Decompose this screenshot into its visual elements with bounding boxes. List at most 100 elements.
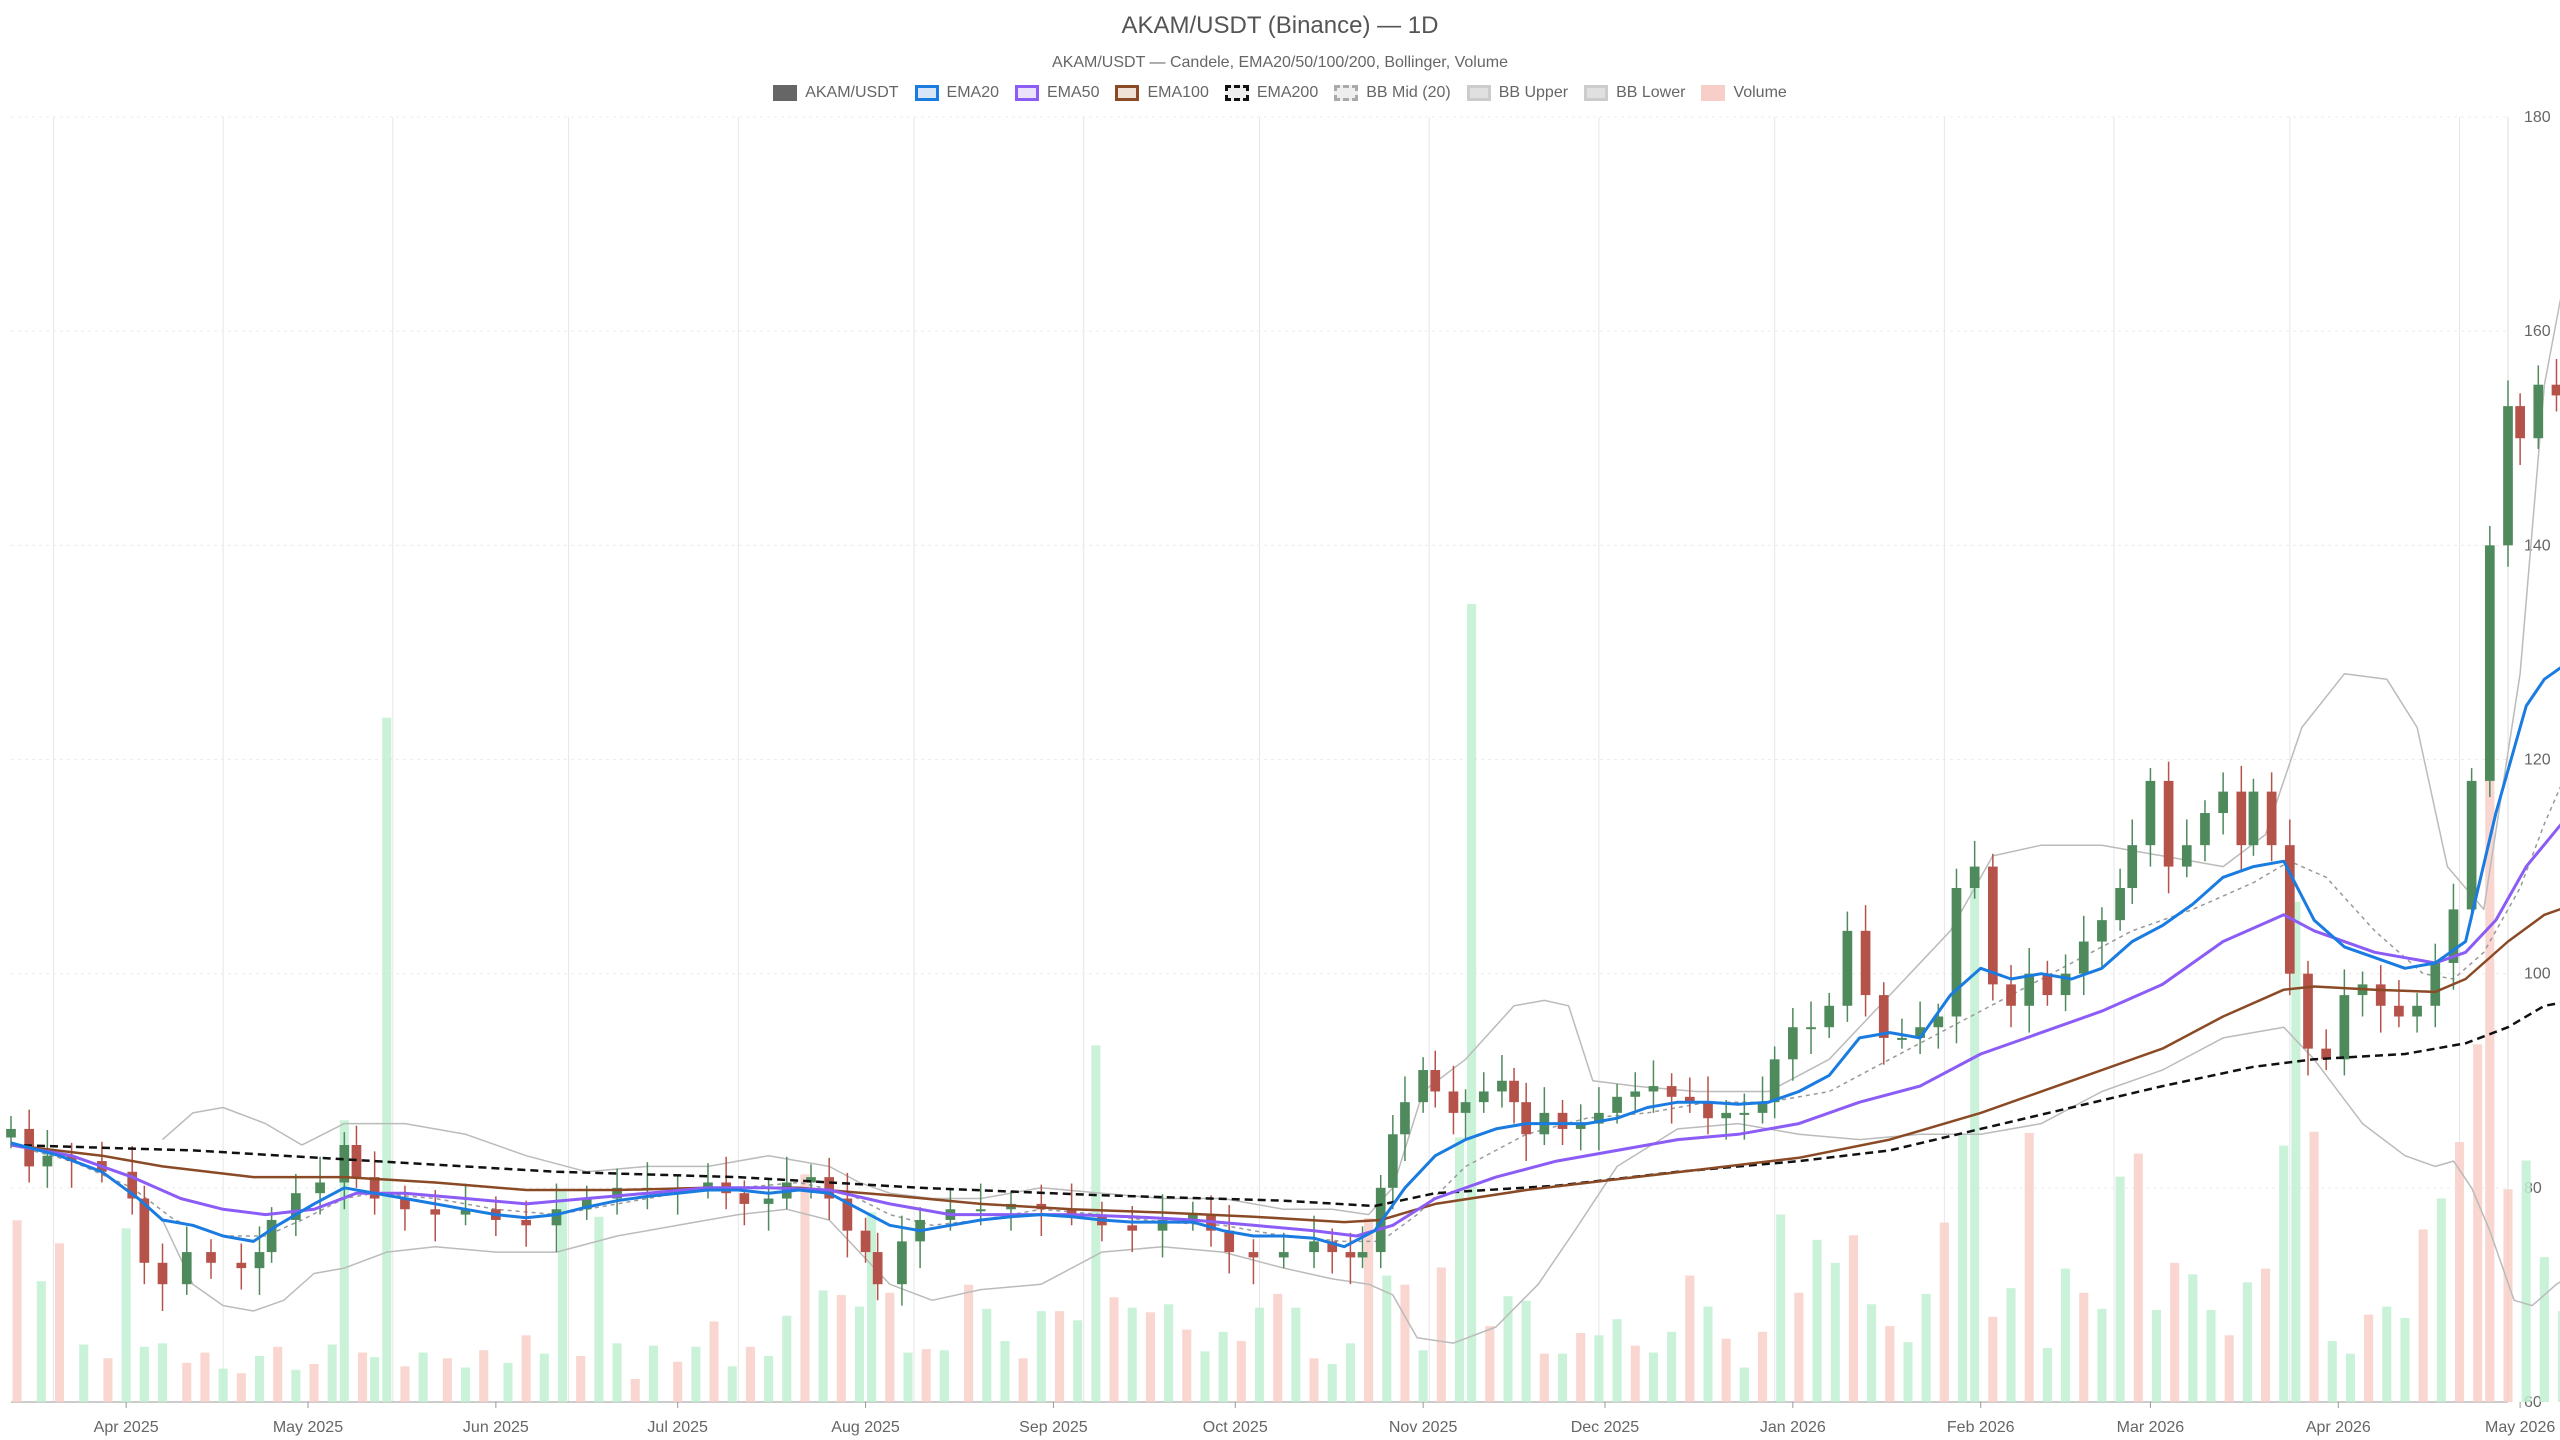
candle-body bbox=[2284, 845, 2295, 974]
candle-body bbox=[42, 1155, 53, 1167]
candle-body bbox=[2163, 780, 2174, 867]
candle-body bbox=[2551, 384, 2560, 396]
candle-body bbox=[703, 1182, 713, 1188]
legend-swatch bbox=[1701, 85, 1726, 101]
volume-bar bbox=[691, 1346, 701, 1402]
candle-body bbox=[206, 1252, 216, 1263]
candle-body bbox=[2412, 1005, 2422, 1017]
candle-body bbox=[1806, 1027, 1816, 1030]
x-tick-label: Nov 2025 bbox=[1389, 1419, 1458, 1436]
candle-body bbox=[872, 1252, 883, 1285]
x-tick-label: Dec 2025 bbox=[1571, 1419, 1640, 1436]
candle-body bbox=[291, 1193, 301, 1220]
volume-bar bbox=[400, 1366, 410, 1402]
volume-bar bbox=[1182, 1329, 1192, 1402]
volume-bar bbox=[854, 1306, 865, 1402]
candle-body bbox=[1757, 1102, 1768, 1113]
candle-body bbox=[1327, 1241, 1338, 1253]
volume-bar bbox=[339, 1120, 349, 1402]
volume-bar bbox=[36, 1281, 46, 1402]
candle-body bbox=[2115, 888, 2125, 921]
volume-bar bbox=[2170, 1262, 2180, 1402]
candle-body bbox=[1509, 1080, 1519, 1103]
candle-body bbox=[1187, 1214, 1198, 1220]
x-tick-label: May 2025 bbox=[273, 1419, 343, 1436]
volume-bar bbox=[54, 1243, 65, 1402]
legend-swatch bbox=[773, 85, 798, 101]
legend-item-7[interactable]: BB Lower bbox=[1584, 84, 1685, 102]
volume-bar bbox=[2024, 1132, 2034, 1402]
legend-item-4[interactable]: EMA200 bbox=[1224, 84, 1318, 102]
candle-body bbox=[2266, 791, 2277, 846]
candle-body bbox=[1400, 1102, 1410, 1135]
candle-body bbox=[1387, 1134, 1398, 1188]
volume-bar bbox=[1400, 1284, 1410, 1402]
volume-bar bbox=[1436, 1267, 1446, 1402]
volume-bar bbox=[1776, 1214, 1786, 1402]
volume-bar bbox=[479, 1350, 489, 1402]
volume-bar bbox=[2382, 1306, 2392, 1402]
candle-body bbox=[430, 1209, 441, 1215]
volume-bar bbox=[727, 1366, 737, 1402]
ema100-line bbox=[10, 907, 2560, 1224]
x-tick-label: Mar 2026 bbox=[2117, 1419, 2185, 1436]
volume-bar bbox=[1109, 1297, 1119, 1402]
volume-bar bbox=[557, 1189, 568, 1402]
legend-label: EMA100 bbox=[1147, 84, 1209, 101]
chart-legend[interactable]: AKAM/USDT EMA20 EMA50 EMA100 EMA200 BB Mid (2… bbox=[0, 84, 2560, 102]
candle-body bbox=[551, 1209, 562, 1226]
volume-bar bbox=[2400, 1318, 2410, 1402]
candle-body bbox=[1721, 1112, 1732, 1119]
legend-label: EMA20 bbox=[946, 84, 999, 101]
volume-bar bbox=[1576, 1333, 1586, 1402]
volume-bar bbox=[2079, 1292, 2089, 1402]
candle-body bbox=[1987, 866, 1998, 985]
candle-body bbox=[1357, 1252, 1368, 1258]
legend-item-8[interactable]: Volume bbox=[1701, 84, 1787, 102]
candle-body bbox=[1309, 1241, 1319, 1253]
volume-bar bbox=[939, 1350, 949, 1402]
legend-item-6[interactable]: BB Upper bbox=[1466, 84, 1568, 102]
candle-body bbox=[1897, 1037, 1907, 1040]
candle-body bbox=[2303, 973, 2313, 1049]
volume-bar bbox=[1382, 1275, 1392, 1402]
legend-swatch bbox=[914, 85, 939, 101]
legend-item-5[interactable]: BB Mid (20) bbox=[1334, 84, 1451, 102]
volume-bar bbox=[1000, 1341, 1010, 1402]
candle-body bbox=[1969, 866, 1980, 888]
legend-item-0[interactable]: AKAM/USDT bbox=[773, 84, 899, 102]
legend-label: EMA50 bbox=[1047, 84, 1100, 101]
volume-bar bbox=[1648, 1352, 1658, 1402]
legend-item-1[interactable]: EMA20 bbox=[914, 84, 999, 102]
volume-bar bbox=[1327, 1364, 1337, 1402]
ema20-line bbox=[10, 666, 2560, 1249]
candle-body bbox=[1842, 930, 1853, 1006]
y-tick-label: 100 bbox=[2524, 966, 2551, 983]
candle-body bbox=[1684, 1096, 1695, 1103]
volume-bar bbox=[218, 1368, 228, 1402]
volume-bar bbox=[2061, 1268, 2071, 1402]
volume-bar bbox=[1503, 1296, 1513, 1402]
legend-item-3[interactable]: EMA100 bbox=[1115, 84, 1209, 102]
bb-lower-line bbox=[161, 1026, 2560, 1344]
candle-body bbox=[581, 1198, 592, 1210]
candle-body bbox=[1630, 1091, 1641, 1097]
candle-body bbox=[2024, 973, 2035, 1006]
legend-label: BB Lower bbox=[1616, 84, 1686, 101]
volume-bar bbox=[630, 1379, 640, 1402]
volume-bar bbox=[1739, 1367, 1749, 1402]
candle-body bbox=[181, 1252, 192, 1285]
candle-body bbox=[254, 1252, 265, 1269]
legend-item-2[interactable]: EMA50 bbox=[1015, 84, 1099, 102]
candle-body bbox=[139, 1198, 150, 1263]
volume-bar bbox=[1073, 1320, 1083, 1402]
legend-swatch bbox=[1115, 85, 1140, 101]
volume-bar bbox=[1236, 1341, 1246, 1402]
volume-bar bbox=[1273, 1293, 1283, 1402]
x-tick-label: Oct 2025 bbox=[1203, 1419, 1268, 1436]
y-tick-label: 180 bbox=[2524, 109, 2551, 126]
volume-bar bbox=[2418, 1229, 2428, 1402]
volume-bar bbox=[2133, 1153, 2143, 1402]
